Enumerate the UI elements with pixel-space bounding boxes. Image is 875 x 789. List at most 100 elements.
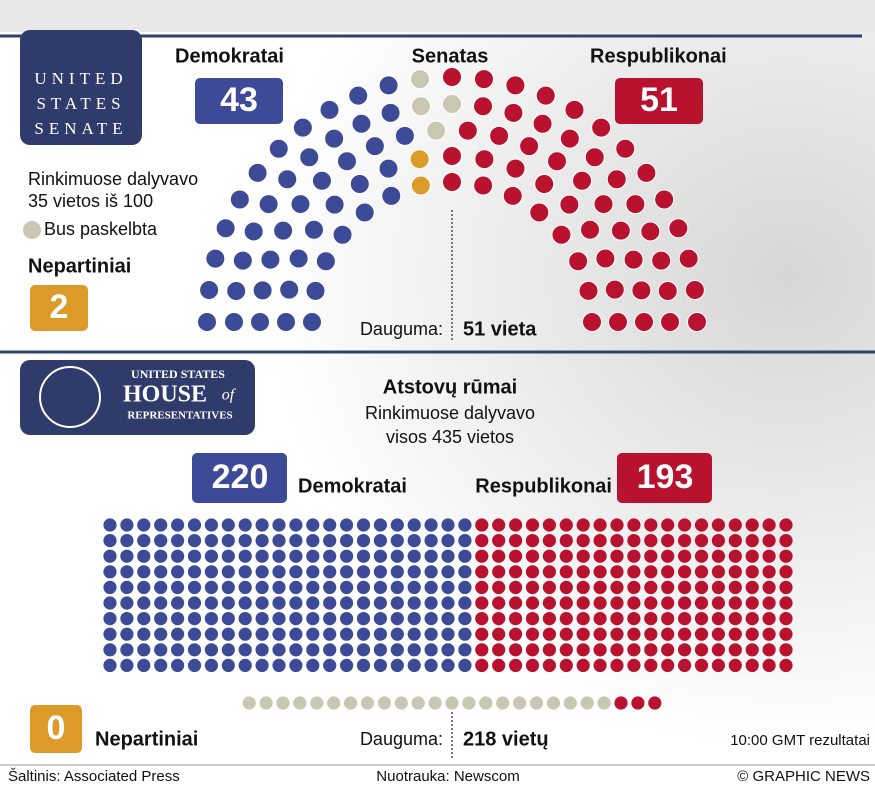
- seat: [627, 659, 640, 672]
- seat: [120, 550, 133, 563]
- seat: [443, 95, 462, 114]
- seat: [661, 643, 674, 656]
- seat: [526, 518, 539, 531]
- seat: [611, 221, 630, 240]
- seat: [256, 518, 269, 531]
- seat: [627, 643, 640, 656]
- seat: [154, 581, 167, 594]
- seat: [243, 696, 256, 709]
- seat: [379, 76, 398, 95]
- seat: [289, 643, 302, 656]
- seat: [306, 581, 319, 594]
- seat: [573, 171, 592, 190]
- seat: [530, 203, 549, 222]
- seat: [474, 70, 493, 89]
- seat: [325, 129, 344, 148]
- seat: [280, 280, 299, 299]
- seat: [154, 612, 167, 625]
- seat: [509, 628, 522, 641]
- seat: [103, 643, 116, 656]
- seat: [441, 565, 454, 578]
- seat: [679, 249, 698, 268]
- seat: [340, 534, 353, 547]
- seat: [577, 534, 590, 547]
- seat: [441, 628, 454, 641]
- seat: [729, 628, 742, 641]
- seat: [627, 518, 640, 531]
- seat: [509, 596, 522, 609]
- seat: [729, 565, 742, 578]
- seat: [712, 534, 725, 547]
- seat: [458, 121, 477, 140]
- seat: [746, 550, 759, 563]
- seat: [239, 518, 252, 531]
- seat: [678, 581, 691, 594]
- seat: [475, 581, 488, 594]
- seat: [103, 612, 116, 625]
- seat: [509, 581, 522, 594]
- seat: [272, 518, 285, 531]
- seat: [492, 643, 505, 656]
- seat: [154, 643, 167, 656]
- seat: [644, 659, 657, 672]
- label: Nepartiniai: [95, 728, 198, 750]
- seat: [581, 220, 600, 239]
- seat: [340, 581, 353, 594]
- seat: [644, 628, 657, 641]
- seat: [678, 643, 691, 656]
- seat: [746, 581, 759, 594]
- seat: [205, 628, 218, 641]
- seat: [543, 643, 556, 656]
- seat: [763, 518, 776, 531]
- seat: [391, 643, 404, 656]
- seat: [763, 581, 776, 594]
- seat: [543, 628, 556, 641]
- seat: [244, 222, 263, 241]
- seat: [763, 596, 776, 609]
- seat: [300, 148, 319, 167]
- seat: [779, 518, 792, 531]
- seat: [274, 221, 293, 240]
- seat: [137, 581, 150, 594]
- seat: [289, 534, 302, 547]
- seat: [458, 628, 471, 641]
- seat: [763, 628, 776, 641]
- seat: [626, 195, 645, 214]
- seat: [355, 203, 374, 222]
- seat: [256, 628, 269, 641]
- seat: [585, 148, 604, 167]
- seat: [596, 249, 615, 268]
- seat: [272, 643, 285, 656]
- count: 0: [47, 709, 66, 747]
- seat: [560, 129, 579, 148]
- seat: [357, 643, 370, 656]
- seat: [233, 251, 252, 270]
- seat: [272, 550, 285, 563]
- seat: [746, 643, 759, 656]
- seat: [581, 696, 594, 709]
- seat: [200, 281, 219, 300]
- seat: [137, 659, 150, 672]
- seat: [188, 643, 201, 656]
- seat: [594, 596, 607, 609]
- seat: [543, 550, 556, 563]
- seat: [475, 659, 488, 672]
- seat: [349, 86, 368, 105]
- seat: [503, 186, 522, 205]
- seat: [222, 628, 235, 641]
- seat: [462, 696, 475, 709]
- seat: [560, 534, 573, 547]
- seat: [526, 565, 539, 578]
- count: 51: [640, 81, 678, 119]
- seat: [594, 659, 607, 672]
- seat: [695, 581, 708, 594]
- seat: [325, 195, 344, 214]
- seat: [411, 176, 430, 195]
- seat: [441, 534, 454, 547]
- seat: [306, 596, 319, 609]
- seat: [712, 628, 725, 641]
- seat: [323, 550, 336, 563]
- seat: [627, 612, 640, 625]
- logo-text: SENATE: [34, 119, 127, 138]
- seat: [137, 518, 150, 531]
